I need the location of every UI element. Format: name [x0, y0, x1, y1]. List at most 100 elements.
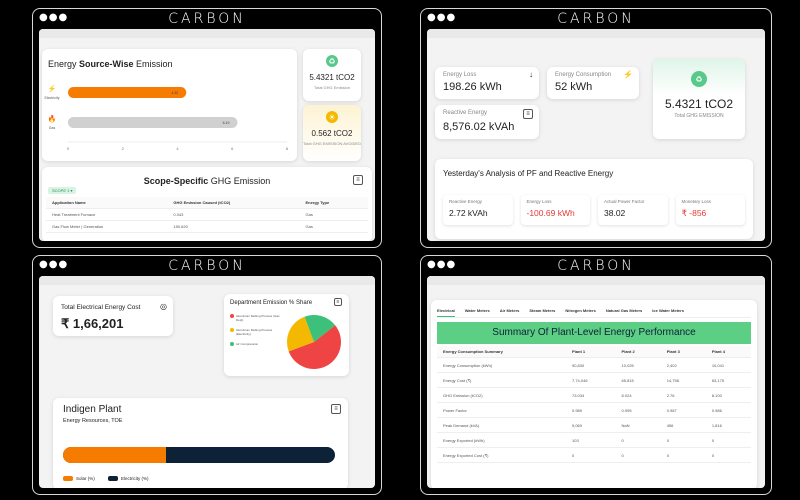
table-cell: Energy Cost (₹): [437, 372, 566, 388]
x-tick-label: 6: [231, 146, 234, 151]
category-label: Electricity: [45, 96, 60, 100]
table-cell: 2.76: [660, 387, 706, 403]
table-row: GHG Emission (tCO2) 73.034 8.024 2.76 8.100: [437, 387, 751, 403]
table-row: Energy Cost (₹) 7,74,046 65,815 14,756 63,17…: [437, 372, 751, 388]
title-part: Energy: [48, 59, 80, 69]
legend-electricity-label: Electricity (%): [121, 476, 149, 481]
legend-item: Aluminium Melting Process (Gas Dept): [230, 314, 282, 322]
title-part: Emission: [133, 59, 173, 69]
window-titlebar: ●●● CARBON: [421, 9, 771, 29]
total-emission-label: Total GHG Emission: [313, 85, 350, 90]
scope-table: Application Name GHG Emission Caused (tC…: [46, 197, 368, 233]
col-header: Plant 2: [615, 346, 661, 358]
table-header-row: Application Name GHG Emission Caused (tC…: [46, 197, 368, 209]
metric-value: 2.72 kVAh: [449, 208, 488, 218]
table-cell: 0: [705, 432, 751, 448]
solar-bar-fill: [63, 447, 167, 463]
legend-swatch: [108, 476, 118, 481]
energy-loss-label: Energy Loss: [443, 72, 477, 78]
window-bottom-left: ●●● CARBON Total Electrical Energy Cost …: [32, 255, 382, 495]
tab-air-meters[interactable]: Air Meters: [499, 308, 520, 313]
table-cell: Peak Demand (kVA): [437, 417, 566, 433]
tab-natural-gas-meters[interactable]: Natural Gas Meters: [605, 308, 643, 313]
table-cell: 0: [660, 447, 706, 463]
table-cell: 5,060: [566, 417, 616, 433]
tab-water-meters[interactable]: Water Meters: [464, 308, 490, 313]
table-cell: 10,025: [615, 357, 661, 373]
electrical-cost-card: Total Electrical Energy Cost ◎ ₹ 1,66,20…: [53, 296, 173, 336]
table-cell: Heat Treatment Furnace: [46, 208, 168, 221]
metric-label: Energy Loss: [526, 199, 552, 204]
report-icon[interactable]: ≡: [331, 404, 341, 414]
energy-consumption-card: Energy Consumption ⚡ 52 kWh: [547, 67, 639, 99]
table-cell: 103: [566, 432, 616, 448]
source-emission-card: Energy Source-Wise Emission ⚡ Electricity…: [42, 49, 297, 161]
metric-value: 38.02: [604, 208, 626, 218]
bar-value-label: 6.19: [223, 121, 230, 125]
x-tick-label: 4: [176, 146, 179, 151]
tab-ice-water-meters[interactable]: Ice Water Meters: [652, 308, 684, 313]
metric-value: ₹ -856: [681, 208, 707, 218]
tab-steam-meters[interactable]: Steam Meters: [529, 308, 556, 313]
summary-table-wrap: Energy Consumption Summary Plant 1 Plant 2…: [437, 346, 751, 463]
report-icon[interactable]: ≡: [334, 298, 342, 306]
electrical-cost-label: Total Electrical Energy Cost: [61, 304, 141, 311]
col-header: Energy Type: [299, 197, 368, 209]
col-header: Plant 1: [566, 346, 616, 358]
tab-electrical[interactable]: Electrical: [437, 306, 455, 317]
tab-nitrogen-meters[interactable]: Nitrogen Meters: [565, 308, 596, 313]
leaf-icon: ♻: [691, 71, 707, 87]
legend-label: Air Compression: [236, 342, 259, 346]
table-cell: Gas: [299, 208, 368, 221]
arrow-down-icon: ↓: [529, 70, 533, 79]
legend-dot: [230, 314, 234, 318]
metric-label: Monetary Loss: [681, 199, 712, 204]
table-cell: 8.100: [705, 387, 751, 403]
department-pie-chart: [287, 315, 341, 369]
table-cell: 14,756: [660, 372, 706, 388]
legend-item: Aluminium Melting Process (Electricity): [230, 328, 282, 336]
energy-loss-value: 198.26 kWh: [443, 81, 502, 93]
legend-dot: [230, 328, 234, 332]
table-cell: Energy Exported (kWh): [437, 432, 566, 448]
table-cell: 73.034: [566, 387, 616, 403]
table-cell: Power Factor: [437, 402, 566, 418]
bar: [68, 87, 187, 98]
table-cell: 150.620: [167, 220, 300, 233]
metric-card: Reactive Energy 2.72 kVAh: [443, 195, 513, 225]
total-ghg-label: Total GHG EMISSION: [674, 113, 724, 119]
bar-value-label: 4.32: [171, 91, 178, 95]
gas-icon: 🔥: [48, 114, 57, 123]
col-header: Plant 4: [705, 346, 751, 358]
table-cell: 0.343: [167, 208, 300, 221]
legend-item: Air Compression: [230, 342, 282, 346]
metric-label: Actual Power Factor: [604, 199, 645, 204]
metric-card: Energy Loss -100.69 kWh: [520, 195, 590, 225]
energy-consumption-label: Energy Consumption: [555, 72, 612, 78]
table-cell: Gas Flow Meter | Generation: [46, 220, 168, 233]
metrics-row: Reactive Energy 2.72 kVAh Energy Loss -100.…: [443, 195, 745, 225]
col-header: Energy Consumption Summary: [437, 346, 566, 358]
table-cell: GHG Emission (tCO2): [437, 387, 566, 403]
title-part-bold: Source-Wise: [79, 59, 134, 69]
plant-title: Indigen Plant: [63, 404, 122, 415]
table-cell: 7,74,046: [566, 372, 616, 388]
table-cell: 456: [660, 417, 706, 433]
scope-filter-dropdown[interactable]: SCOPE 1 ▾: [48, 187, 77, 194]
summary-card: Electrical Water Meters Air Meters Steam Me…: [431, 300, 757, 488]
reactive-energy-value: 8,576.02 kVAh: [443, 121, 515, 133]
metric-card: Actual Power Factor 38.02: [598, 195, 668, 225]
reactive-energy-label: Reactive Energy: [443, 110, 488, 116]
plant-card: Indigen Plant Energy Resources, TOE ≡ So…: [53, 398, 348, 488]
metric-value: -100.69 kWh: [526, 208, 575, 218]
scope-emission-card: Scope-Specific GHG Emission ≡ SCOPE 1 ▾ …: [42, 167, 372, 241]
summary-title: Summary Of Plant-Level Energy Performanc…: [492, 327, 696, 338]
refresh-icon[interactable]: ◎: [160, 302, 167, 311]
energy-consumption-value: 52 kWh: [555, 81, 593, 93]
report-icon[interactable]: ≡: [353, 175, 363, 185]
legend-electricity: Electricity (%): [108, 476, 149, 481]
pie-slice: [287, 316, 314, 352]
window-dots-icon: ●●●: [39, 259, 69, 270]
scope-emission-title: Scope-Specific GHG Emission: [42, 176, 372, 186]
legend-solar-label: Solar (%): [76, 476, 95, 481]
